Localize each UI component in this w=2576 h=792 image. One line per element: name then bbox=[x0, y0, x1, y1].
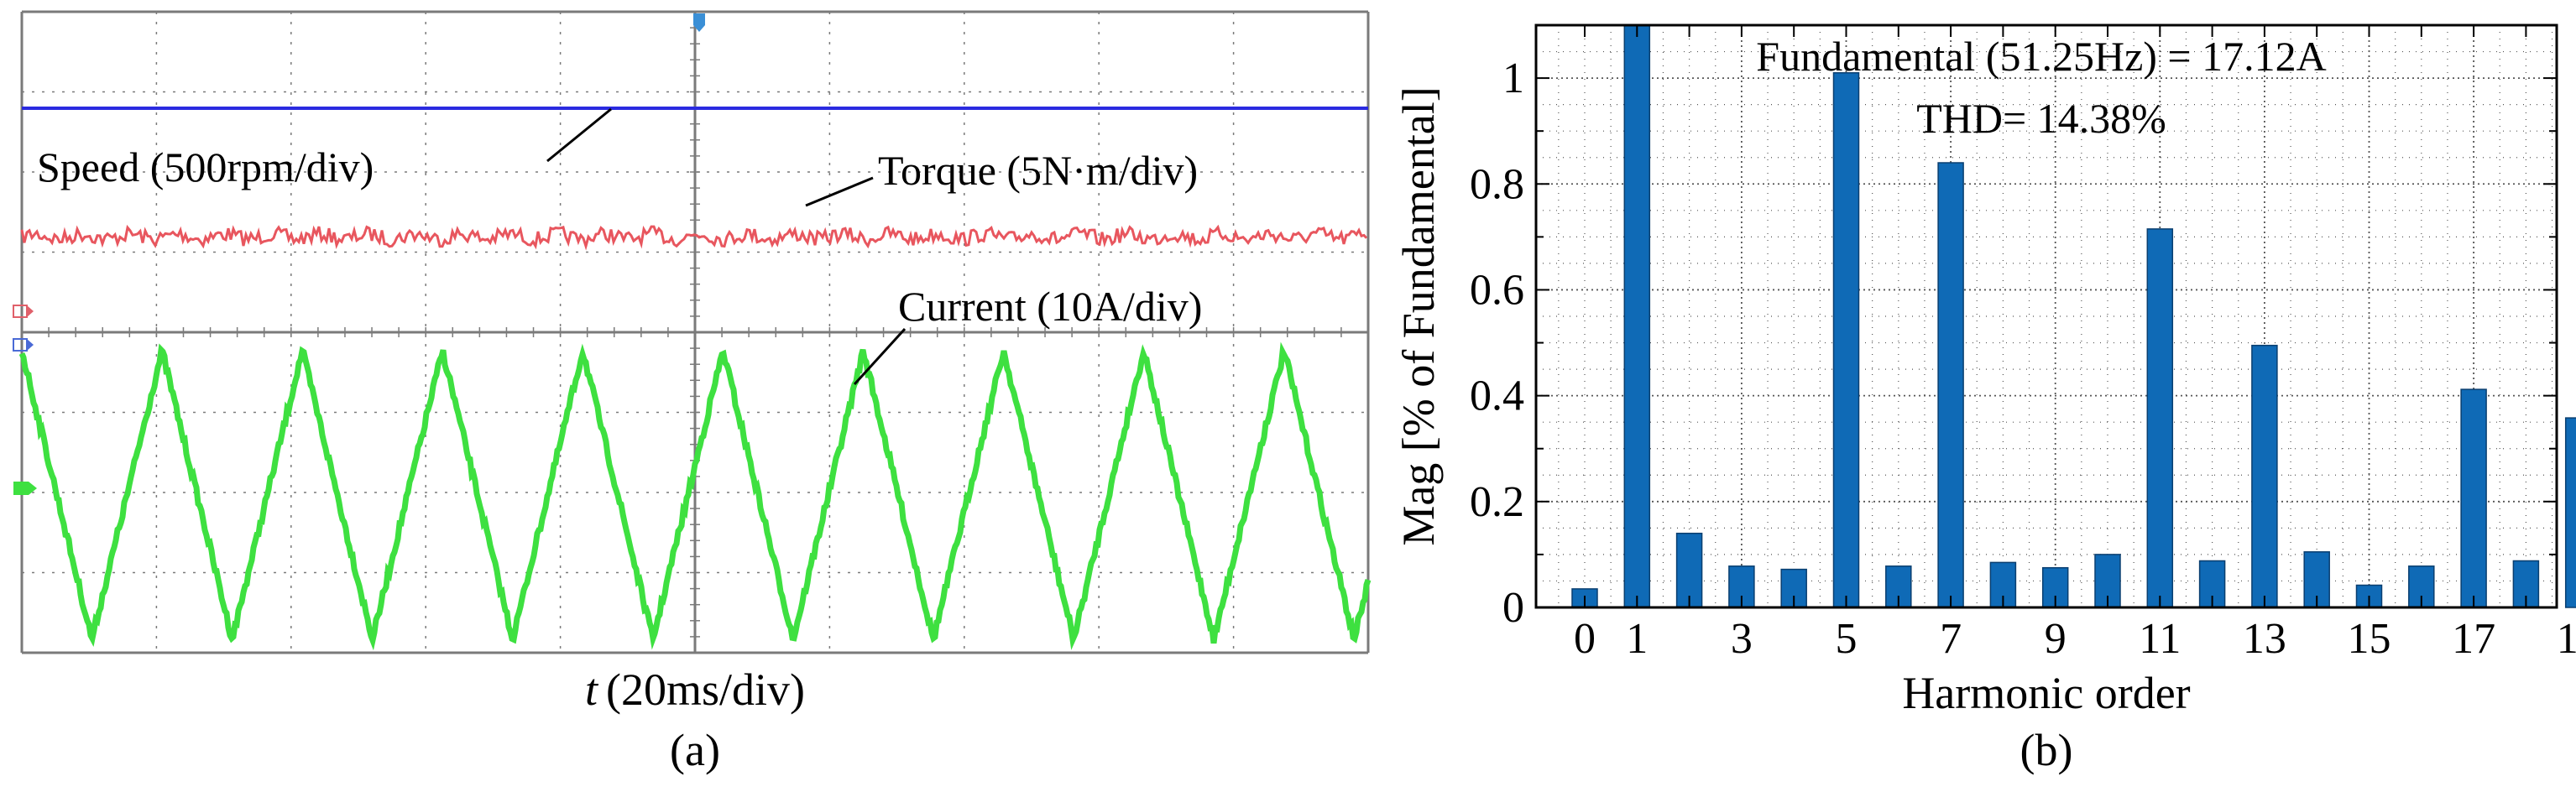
harmonic-bar bbox=[2564, 417, 2576, 608]
harmonic-bar bbox=[1885, 565, 1912, 608]
y-tick-label: 0.4 bbox=[1470, 373, 1524, 420]
y-tick-label: 0.6 bbox=[1470, 267, 1524, 315]
harmonic-bar bbox=[1728, 565, 1755, 608]
panel-a-caption: (a) bbox=[670, 725, 720, 775]
y-tick-label: 0 bbox=[1502, 584, 1524, 632]
harmonic-bar bbox=[1623, 24, 1651, 608]
time-axis-scale: (20ms/div) bbox=[606, 664, 805, 715]
y-tick-label: 1 bbox=[1502, 55, 1524, 102]
x-tick-label: 9 bbox=[2045, 615, 2067, 663]
y-tick-labels: 0 0.2 0.4 0.6 0.8 1 bbox=[1470, 55, 1524, 632]
harmonic-bar bbox=[1832, 72, 1860, 608]
x-tick-label: 5 bbox=[1836, 615, 1858, 663]
x-tick-label: 19 bbox=[2557, 615, 2576, 663]
x-tick-label: 17 bbox=[2452, 615, 2495, 663]
harmonic-bar bbox=[2251, 344, 2278, 608]
harmonic-bar bbox=[2303, 551, 2330, 608]
x-tick-label: 1 bbox=[1626, 615, 1648, 663]
harmonic-spectrum-panel: 00.20.40.60.81 0135791113151719 Fundamen… bbox=[1393, 23, 2576, 775]
oscilloscope-panel: Speed (500rpm/div) Torque (5N·m/div) Cur… bbox=[13, 10, 1372, 775]
torque-label: Torque (5N·m/div) bbox=[878, 147, 1198, 194]
harmonic-bar bbox=[2460, 388, 2487, 608]
torque-trace bbox=[20, 224, 1368, 251]
x-axis-title: Harmonic order bbox=[1902, 668, 2190, 718]
x-tick-label: 11 bbox=[2139, 615, 2181, 663]
thd-annotation: THD= 14.38% bbox=[1916, 95, 2166, 142]
x-tick-label: 13 bbox=[2243, 615, 2286, 663]
time-axis-label: t (20ms/div) bbox=[585, 664, 805, 715]
x-tick-label: 3 bbox=[1731, 615, 1753, 663]
y-tick-label: 0.2 bbox=[1470, 478, 1524, 526]
harmonic-bar bbox=[1937, 162, 1964, 608]
x-tick-label: 7 bbox=[1940, 615, 1962, 663]
current-leader-line bbox=[853, 327, 907, 386]
channel-2-marker-icon bbox=[13, 305, 34, 318]
time-axis-var: t bbox=[585, 664, 599, 715]
panel-b-caption: (b) bbox=[2020, 725, 2073, 775]
channel-3-marker-icon bbox=[13, 482, 37, 495]
bar-chart-ticks bbox=[1536, 24, 2557, 608]
speed-leader-line bbox=[546, 107, 612, 163]
current-label: Current (10A/div) bbox=[898, 283, 1202, 330]
torque-leader-line bbox=[805, 176, 874, 207]
harmonic-bar bbox=[2146, 228, 2174, 608]
x-tick-labels: 0135791113151719 bbox=[1574, 615, 2576, 663]
x-tick-label: 0 bbox=[1574, 615, 1596, 663]
scope-grid bbox=[20, 10, 1370, 654]
x-tick-label: 15 bbox=[2348, 615, 2391, 663]
speed-label: Speed (500rpm/div) bbox=[37, 143, 374, 190]
y-axis-title: Mag [% of Fundamental] bbox=[1393, 86, 1444, 545]
y-tick-label: 0.8 bbox=[1470, 160, 1524, 208]
fundamental-annotation: Fundamental (51.25Hz) = 17.12A bbox=[1756, 33, 2326, 80]
current-trace bbox=[18, 341, 1372, 651]
channel-1-marker-icon bbox=[13, 338, 34, 352]
bar-chart-frame bbox=[1534, 23, 2558, 609]
trigger-marker-icon bbox=[693, 13, 705, 32]
